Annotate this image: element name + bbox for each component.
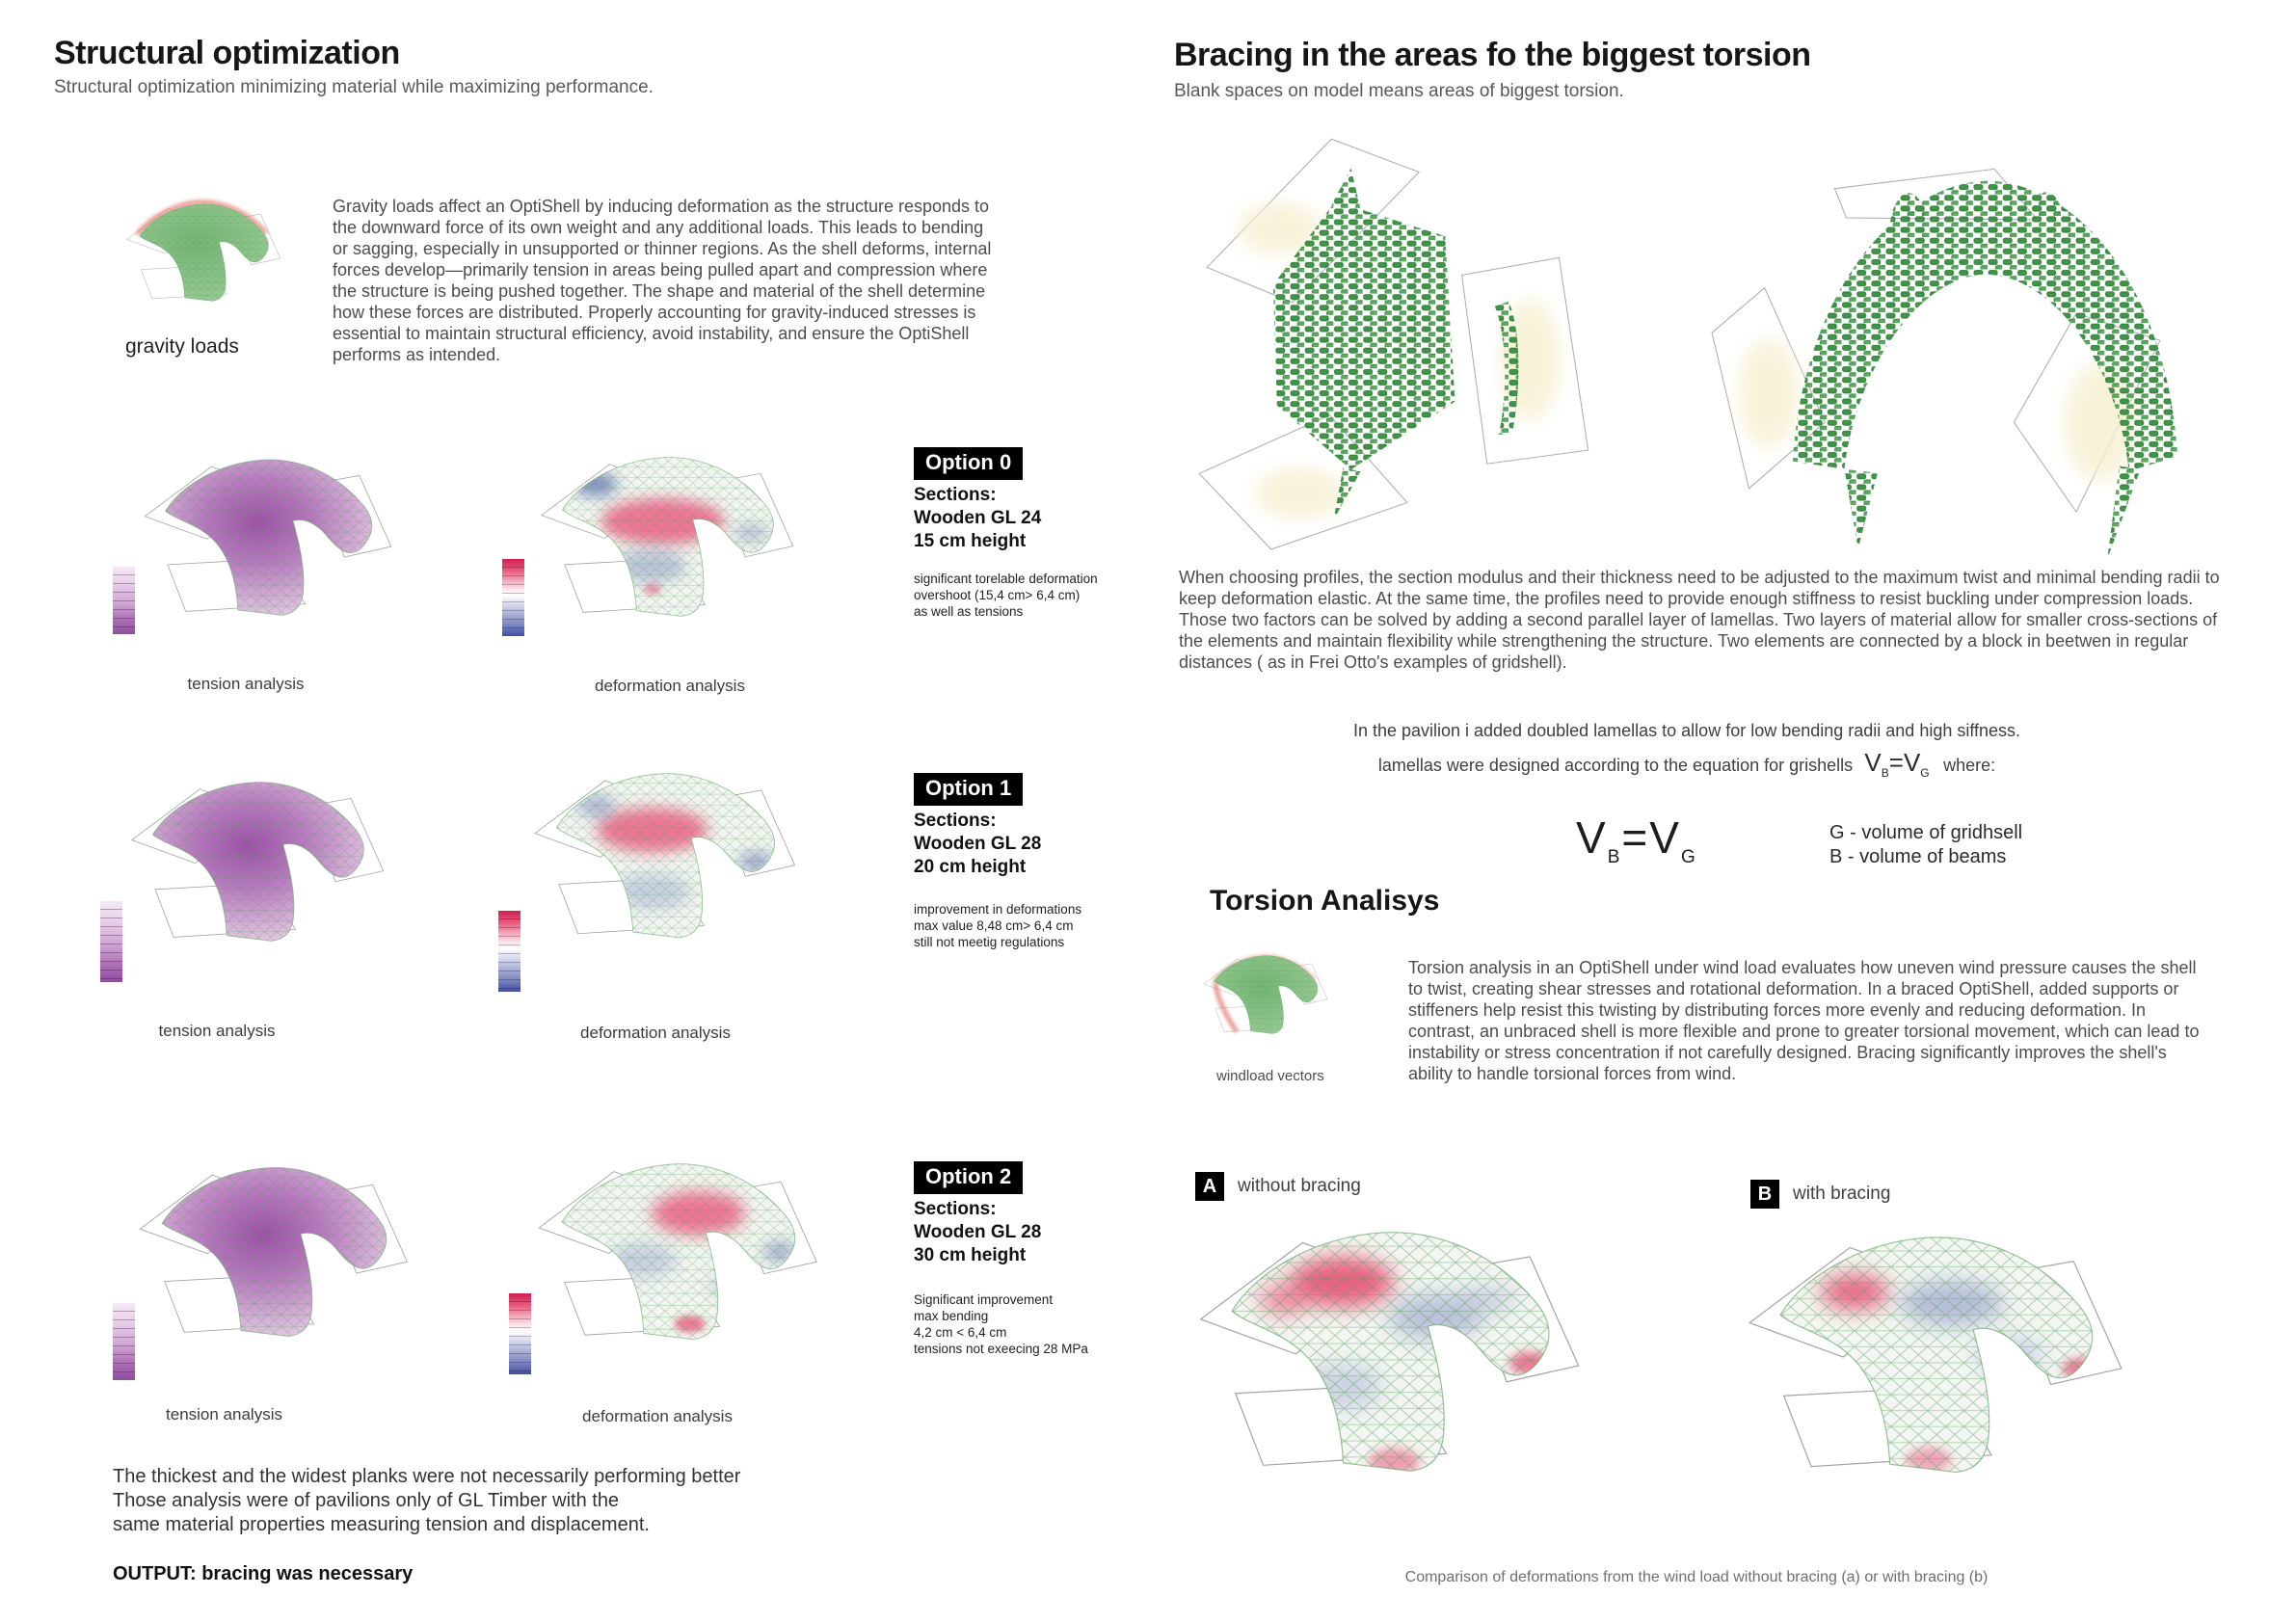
option-0-badge: Option 0 xyxy=(914,447,1024,480)
tension-scale-bar xyxy=(113,567,135,634)
without-bracing-figure xyxy=(1200,1232,1580,1472)
conclusion-text: The thickest and the widest planks were … xyxy=(113,1466,741,1535)
tension-scale-bar xyxy=(113,1303,135,1380)
left-page-subtitle: Structural optimization minimizing mater… xyxy=(54,77,654,97)
right-page-title: Bracing in the areas fo the biggest tors… xyxy=(1174,37,1811,73)
compare-b-badge: B xyxy=(1750,1180,1779,1209)
option0-deformation-figure xyxy=(541,457,794,617)
windload-vectors-figure xyxy=(1203,954,1328,1034)
option0-tension-figure xyxy=(145,459,392,616)
lamellas-line-1: In the pavilion i added doubled lamellas… xyxy=(1352,721,2021,740)
torsion-plan-figure-1 xyxy=(1198,138,1589,550)
left-page-title: Structural optimization xyxy=(54,35,400,71)
compare-b-label: with bracing xyxy=(1793,1184,1891,1204)
option-2-note: Significant improvement max bending 4,2 … xyxy=(914,1292,1088,1356)
option2-tension-caption: tension analysis xyxy=(166,1405,282,1423)
lamellas-line-2: lamellas were designed according to the … xyxy=(1205,748,2169,780)
option1-deformation-figure xyxy=(534,773,795,939)
deformation-scale-bar xyxy=(498,911,521,992)
equation-legend: G - volume of gridhsell B - volume of be… xyxy=(1829,822,2023,867)
option2-tension-figure xyxy=(139,1167,408,1337)
windload-vectors-caption: windload vectors xyxy=(1216,1068,1324,1084)
option1-tension-figure xyxy=(131,782,385,942)
option1-deformation-caption: deformation analysis xyxy=(580,1024,731,1042)
option2-deformation-caption: deformation analysis xyxy=(582,1407,733,1425)
deformation-scale-bar xyxy=(509,1293,531,1374)
gridshell-equation-inline: VB=VG xyxy=(1864,748,1930,781)
torsion-analysis-heading: Torsion Analisys xyxy=(1210,885,1440,917)
deformation-scale-bar xyxy=(502,559,524,636)
lamellas-line-2-prefix: lamellas were designed according to the … xyxy=(1377,756,1854,775)
gravity-loads-figure xyxy=(126,200,281,302)
option-1-sections: Sections: Wooden GL 28 20 cm height xyxy=(914,811,1042,877)
option1-tension-caption: tension analysis xyxy=(158,1022,276,1040)
tension-scale-bar xyxy=(100,901,122,982)
option2-deformation-figure xyxy=(538,1163,817,1341)
right-page-subtitle: Blank spaces on model means areas of big… xyxy=(1174,81,1624,101)
option-0-note: significant torelable deformation oversh… xyxy=(914,572,1098,619)
option-2-badge: Option 2 xyxy=(914,1161,1024,1194)
option-0-sections: Sections: Wooden GL 24 15 cm height xyxy=(914,485,1042,551)
gravity-paragraph: Gravity loads affect an OptiShell by ind… xyxy=(333,197,992,364)
gridshell-equation-large: VB=VG xyxy=(1576,812,1697,868)
torsion-paragraph: Torsion analysis in an OptiShell under w… xyxy=(1408,958,2200,1083)
lamellas-line-2-suffix: where: xyxy=(1943,756,1996,775)
option0-tension-caption: tension analysis xyxy=(187,675,305,693)
torsion-plan-figure-2 xyxy=(1711,168,2178,559)
option0-deformation-caption: deformation analysis xyxy=(595,677,745,695)
profiles-paragraph: When choosing profiles, the section modu… xyxy=(1179,568,2220,672)
option-1-badge: Option 1 xyxy=(914,773,1024,806)
option-2-sections: Sections: Wooden GL 28 30 cm height xyxy=(914,1199,1042,1265)
output-statement: OUTPUT: bracing was necessary xyxy=(113,1563,414,1584)
compare-a-badge: A xyxy=(1195,1172,1224,1201)
compare-caption: Comparison of deformations from the wind… xyxy=(1404,1569,1989,1585)
gravity-loads-caption: gravity loads xyxy=(125,335,239,358)
with-bracing-figure xyxy=(1749,1237,2122,1474)
option-1-note: improvement in deformations max value 8,… xyxy=(914,902,1082,949)
compare-a-label: without bracing xyxy=(1238,1176,1361,1196)
